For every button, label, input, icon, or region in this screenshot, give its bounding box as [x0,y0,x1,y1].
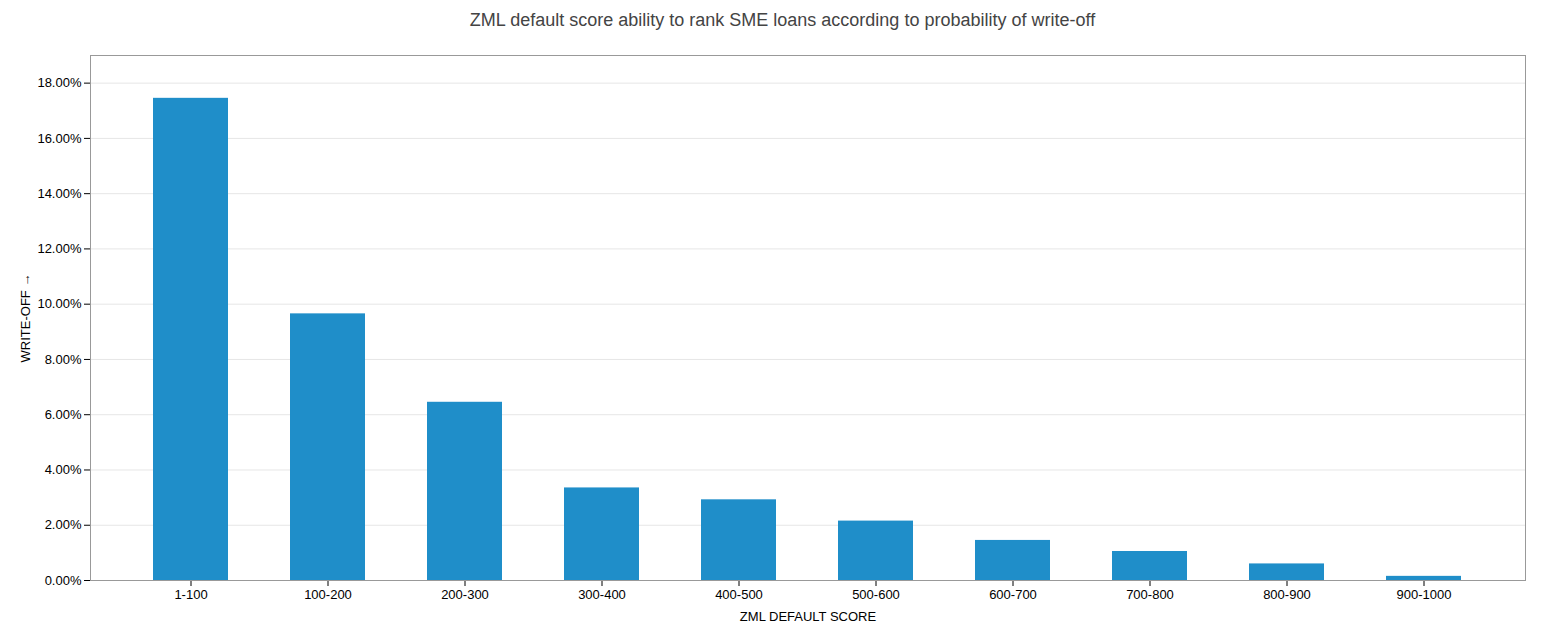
svg-text:900-1000: 900-1000 [1397,587,1452,602]
svg-text:2.00%: 2.00% [45,517,82,532]
svg-text:WRITE-OFF →: WRITE-OFF → [18,274,33,363]
svg-text:200-300: 200-300 [441,587,489,602]
svg-text:700-800: 700-800 [1126,587,1174,602]
svg-text:0.00%: 0.00% [45,573,82,588]
svg-text:12.00%: 12.00% [37,241,82,256]
svg-text:6.00%: 6.00% [45,407,82,422]
svg-text:ZML DEFAULT SCORE: ZML DEFAULT SCORE [740,609,877,624]
svg-text:18.00%: 18.00% [37,75,82,90]
svg-text:300-400: 300-400 [578,587,626,602]
html-text:ZML default score ability to r: ZML default score ability to rank SME lo… [469,10,1096,30]
svg-text:100-200: 100-200 [304,587,352,602]
svg-text:800-900: 800-900 [1263,587,1311,602]
svg-text:14.00%: 14.00% [37,186,82,201]
svg-text:16.00%: 16.00% [37,131,82,146]
svg-text:10.00%: 10.00% [37,296,82,311]
svg-text:4.00%: 4.00% [45,462,82,477]
svg-text:8.00%: 8.00% [45,352,82,367]
svg-text:600-700: 600-700 [989,587,1037,602]
svg-text:1-100: 1-100 [174,587,207,602]
svg-text:500-600: 500-600 [852,587,900,602]
svg-text:400-500: 400-500 [715,587,763,602]
